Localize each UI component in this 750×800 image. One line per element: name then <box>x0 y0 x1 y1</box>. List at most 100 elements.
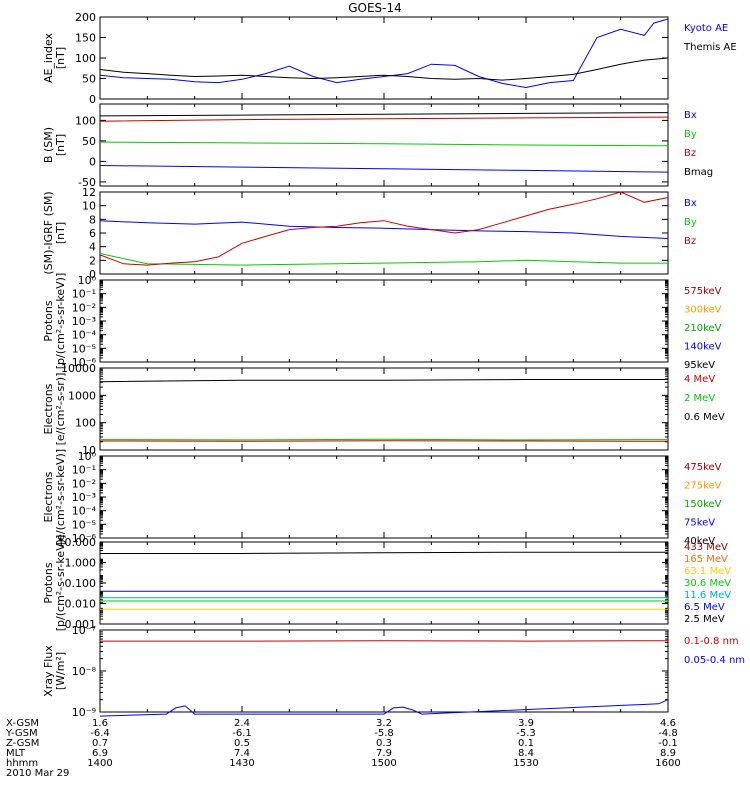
y-tick-label: 10⁻⁶ <box>72 532 97 545</box>
y-tick-label: 10 <box>82 200 96 213</box>
ephemeris-value: 8.4 <box>518 748 534 759</box>
ephemeris-value: 0.7 <box>92 738 108 749</box>
y-axis-label: [p/(cm²-s-sr-keV)] <box>54 273 67 370</box>
ephemeris-value: 7.4 <box>234 748 250 759</box>
legend-label: By <box>684 129 697 140</box>
series-line <box>99 191 669 266</box>
y-tick-label: 100 <box>75 114 96 127</box>
series-line <box>99 438 669 441</box>
y-tick-label: 150 <box>75 32 96 45</box>
y-tick-label: 10⁻⁶ <box>72 356 97 369</box>
y-tick-label: 1000 <box>68 389 96 402</box>
y-axis-label: [nT] <box>54 222 67 244</box>
y-tick-label: 100 <box>75 417 96 430</box>
legend-label: 40keV <box>684 536 715 547</box>
legend-label: 475keV <box>684 462 722 473</box>
series-line <box>99 253 668 266</box>
y-tick-label: 0.010 <box>65 598 97 611</box>
y-tick-label: 0.001 <box>65 618 97 631</box>
legend-label: Themis AE <box>683 42 737 53</box>
legend-label: 210keV <box>684 323 722 334</box>
ephemeris-value: 0.1 <box>518 738 534 749</box>
ephemeris-value: 0.5 <box>234 738 250 749</box>
ephemeris-value: -6.1 <box>232 728 252 739</box>
legend-label: Bx <box>684 198 697 209</box>
y-axis-label: [W/m²] <box>54 652 67 690</box>
y-tick-label: 6 <box>89 227 96 240</box>
y-tick-label: 10000 <box>61 362 96 375</box>
legend-label: 63.1 MeV <box>684 566 731 577</box>
ephemeris-value: 2.4 <box>234 718 250 729</box>
legend-label: 165 MeV <box>684 554 728 565</box>
ephemeris-row-label: Y-GSM <box>5 728 38 739</box>
ephemeris-value: 6.9 <box>92 748 108 759</box>
series-line <box>99 141 669 147</box>
y-tick-label: 0 <box>89 93 96 106</box>
y-tick-label: 10⁻³ <box>72 315 96 328</box>
y-tick-label: -50 <box>78 176 96 189</box>
legend-label: 140keV <box>684 342 722 353</box>
series-line <box>99 18 669 89</box>
y-axis-label: (SM)-IGRF (SM) <box>42 191 55 274</box>
legend-label: By <box>684 217 697 228</box>
ephemeris-row-label: X-GSM <box>6 718 39 729</box>
ephemeris-value: 1400 <box>87 758 112 769</box>
y-tick-label: 10.000 <box>58 536 97 549</box>
y-tick-label: 10⁻⁵ <box>72 518 96 531</box>
ephemeris-value: 1600 <box>655 758 680 769</box>
legend-label: 11.6 MeV <box>684 590 731 601</box>
series-line <box>99 220 669 239</box>
legend-label: 75keV <box>684 518 715 529</box>
series-line <box>99 112 669 117</box>
y-tick-label: 10⁻⁵ <box>72 342 96 355</box>
ephemeris-date: 2010 Mar 29 <box>6 768 69 779</box>
legend-label: Bz <box>684 236 696 247</box>
y-tick-label: 10⁻⁴ <box>72 329 97 342</box>
series-line <box>99 116 669 122</box>
series-line <box>99 440 669 442</box>
series-line <box>100 551 668 554</box>
y-tick-label: 10⁻⁹ <box>72 706 96 719</box>
panel-frame <box>99 279 669 363</box>
y-axis-label: [e/(cm²-s-sr)] <box>54 373 67 446</box>
ephemeris-row-label: hhmm <box>6 758 38 769</box>
y-tick-label: 10⁻⁸ <box>72 665 97 678</box>
y-tick-label: 10⁻³ <box>72 491 96 504</box>
legend-label: 433 MeV <box>684 542 728 553</box>
y-tick-label: 2 <box>89 254 96 267</box>
ephemeris-value: -5.3 <box>516 728 536 739</box>
y-axis-label: Electrons <box>42 383 55 434</box>
y-tick-label: 12 <box>82 186 96 199</box>
ephemeris-value: 3.2 <box>376 718 392 729</box>
y-tick-label: 8 <box>89 213 96 226</box>
series-line <box>99 165 669 173</box>
y-tick-label: 50 <box>82 73 96 86</box>
legend-label: 30.6 MeV <box>684 578 731 589</box>
y-axis-label: Protons <box>42 300 55 341</box>
ephemeris-value: 3.9 <box>518 718 534 729</box>
legend-label: Bz <box>684 148 696 159</box>
y-axis-label: Xray Flux <box>42 645 55 697</box>
legend-label: 4 MeV <box>684 374 715 385</box>
ephemeris-value: 1530 <box>513 758 538 769</box>
ephemeris-value: 4.6 <box>660 718 676 729</box>
y-tick-label: 10⁻² <box>72 477 96 490</box>
ephemeris-row-label: MLT <box>6 748 26 759</box>
panel-frame <box>99 16 669 100</box>
series-line <box>99 379 668 383</box>
y-tick-label: 10⁻⁷ <box>72 624 96 637</box>
legend-label: 6.5 MeV <box>684 602 725 613</box>
chart-title: GOES-14 <box>348 1 402 15</box>
legend-label: 0.05-0.4 nm <box>684 655 745 666</box>
legend-label: 575keV <box>684 286 722 297</box>
series-line <box>99 57 669 81</box>
y-tick-label: 1.000 <box>65 557 97 570</box>
ephemeris-value: 7.9 <box>376 748 392 759</box>
legend-label: 2 MeV <box>684 393 715 404</box>
y-tick-label: 100 <box>75 52 96 65</box>
y-tick-label: 200 <box>75 11 96 24</box>
ephemeris-value: 8.9 <box>660 748 676 759</box>
series-line <box>99 699 669 717</box>
legend-label: Bmag <box>684 167 713 178</box>
